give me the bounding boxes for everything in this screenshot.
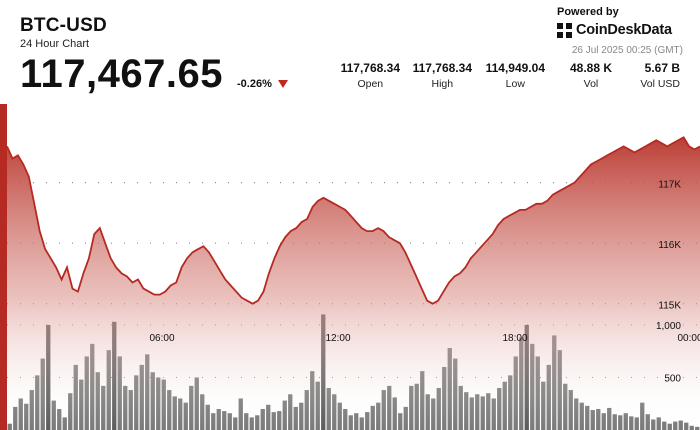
down-triangle-icon — [278, 80, 288, 88]
stat-label: Low — [505, 78, 525, 90]
time-tick-label: 00:00 — [677, 333, 700, 344]
price-tick-label: 117K — [658, 180, 681, 191]
stat-value: 117,768.34 — [340, 61, 400, 75]
timestamp: 26 Jul 2025 00:25 (GMT) — [571, 45, 683, 56]
volume-tick-label: 500 — [664, 373, 681, 384]
powered-by-label: Powered by — [557, 6, 619, 18]
brand-name: CoinDeskData — [576, 22, 672, 38]
price-area-fill — [7, 137, 700, 430]
stat-value: 117,768.34 — [412, 61, 472, 75]
price-change: -0.26% — [237, 78, 272, 90]
stat-value: 48.88 K — [569, 61, 612, 75]
time-tick-label: 12:00 — [325, 333, 350, 344]
time-tick-label: 18:00 — [502, 333, 527, 344]
symbol-title: BTC-USD — [20, 15, 107, 36]
volume-tick-label: 1,000 — [656, 321, 681, 332]
price-line — [6, 136, 700, 305]
stat-vol: 48.88 K Vol — [570, 61, 612, 90]
axis-labels: 117K 116K 115K 1,000 500 06:00 12:00 18:00 00:00 — [149, 180, 700, 385]
coindesk-data-brand[interactable]: CoinDeskData — [557, 22, 672, 38]
stat-open: 117,768.34 Open — [341, 61, 400, 90]
chart-subtitle: 24 Hour Chart — [20, 38, 90, 50]
stat-vol-usd: 5.67 B Vol USD — [640, 61, 680, 90]
stat-value: 5.67 B — [644, 61, 680, 75]
time-tick-label: 06:00 — [149, 333, 174, 344]
stat-high: 117,768.34 High — [413, 61, 472, 90]
stat-label: Open — [357, 78, 384, 90]
left-accent-strip — [0, 104, 7, 430]
stat-low: 114,949.04 Low — [486, 61, 545, 90]
coindesk-data-logo-icon — [557, 22, 572, 38]
stat-label: Vol — [583, 78, 599, 90]
price-tick-label: 115K — [658, 301, 681, 312]
price-tick-label: 116K — [658, 240, 681, 251]
stat-value: 114,949.04 — [485, 61, 545, 75]
stat-label: Vol USD — [640, 78, 680, 90]
stat-label: High — [431, 78, 454, 90]
current-price: 117,467.65 — [20, 52, 223, 96]
